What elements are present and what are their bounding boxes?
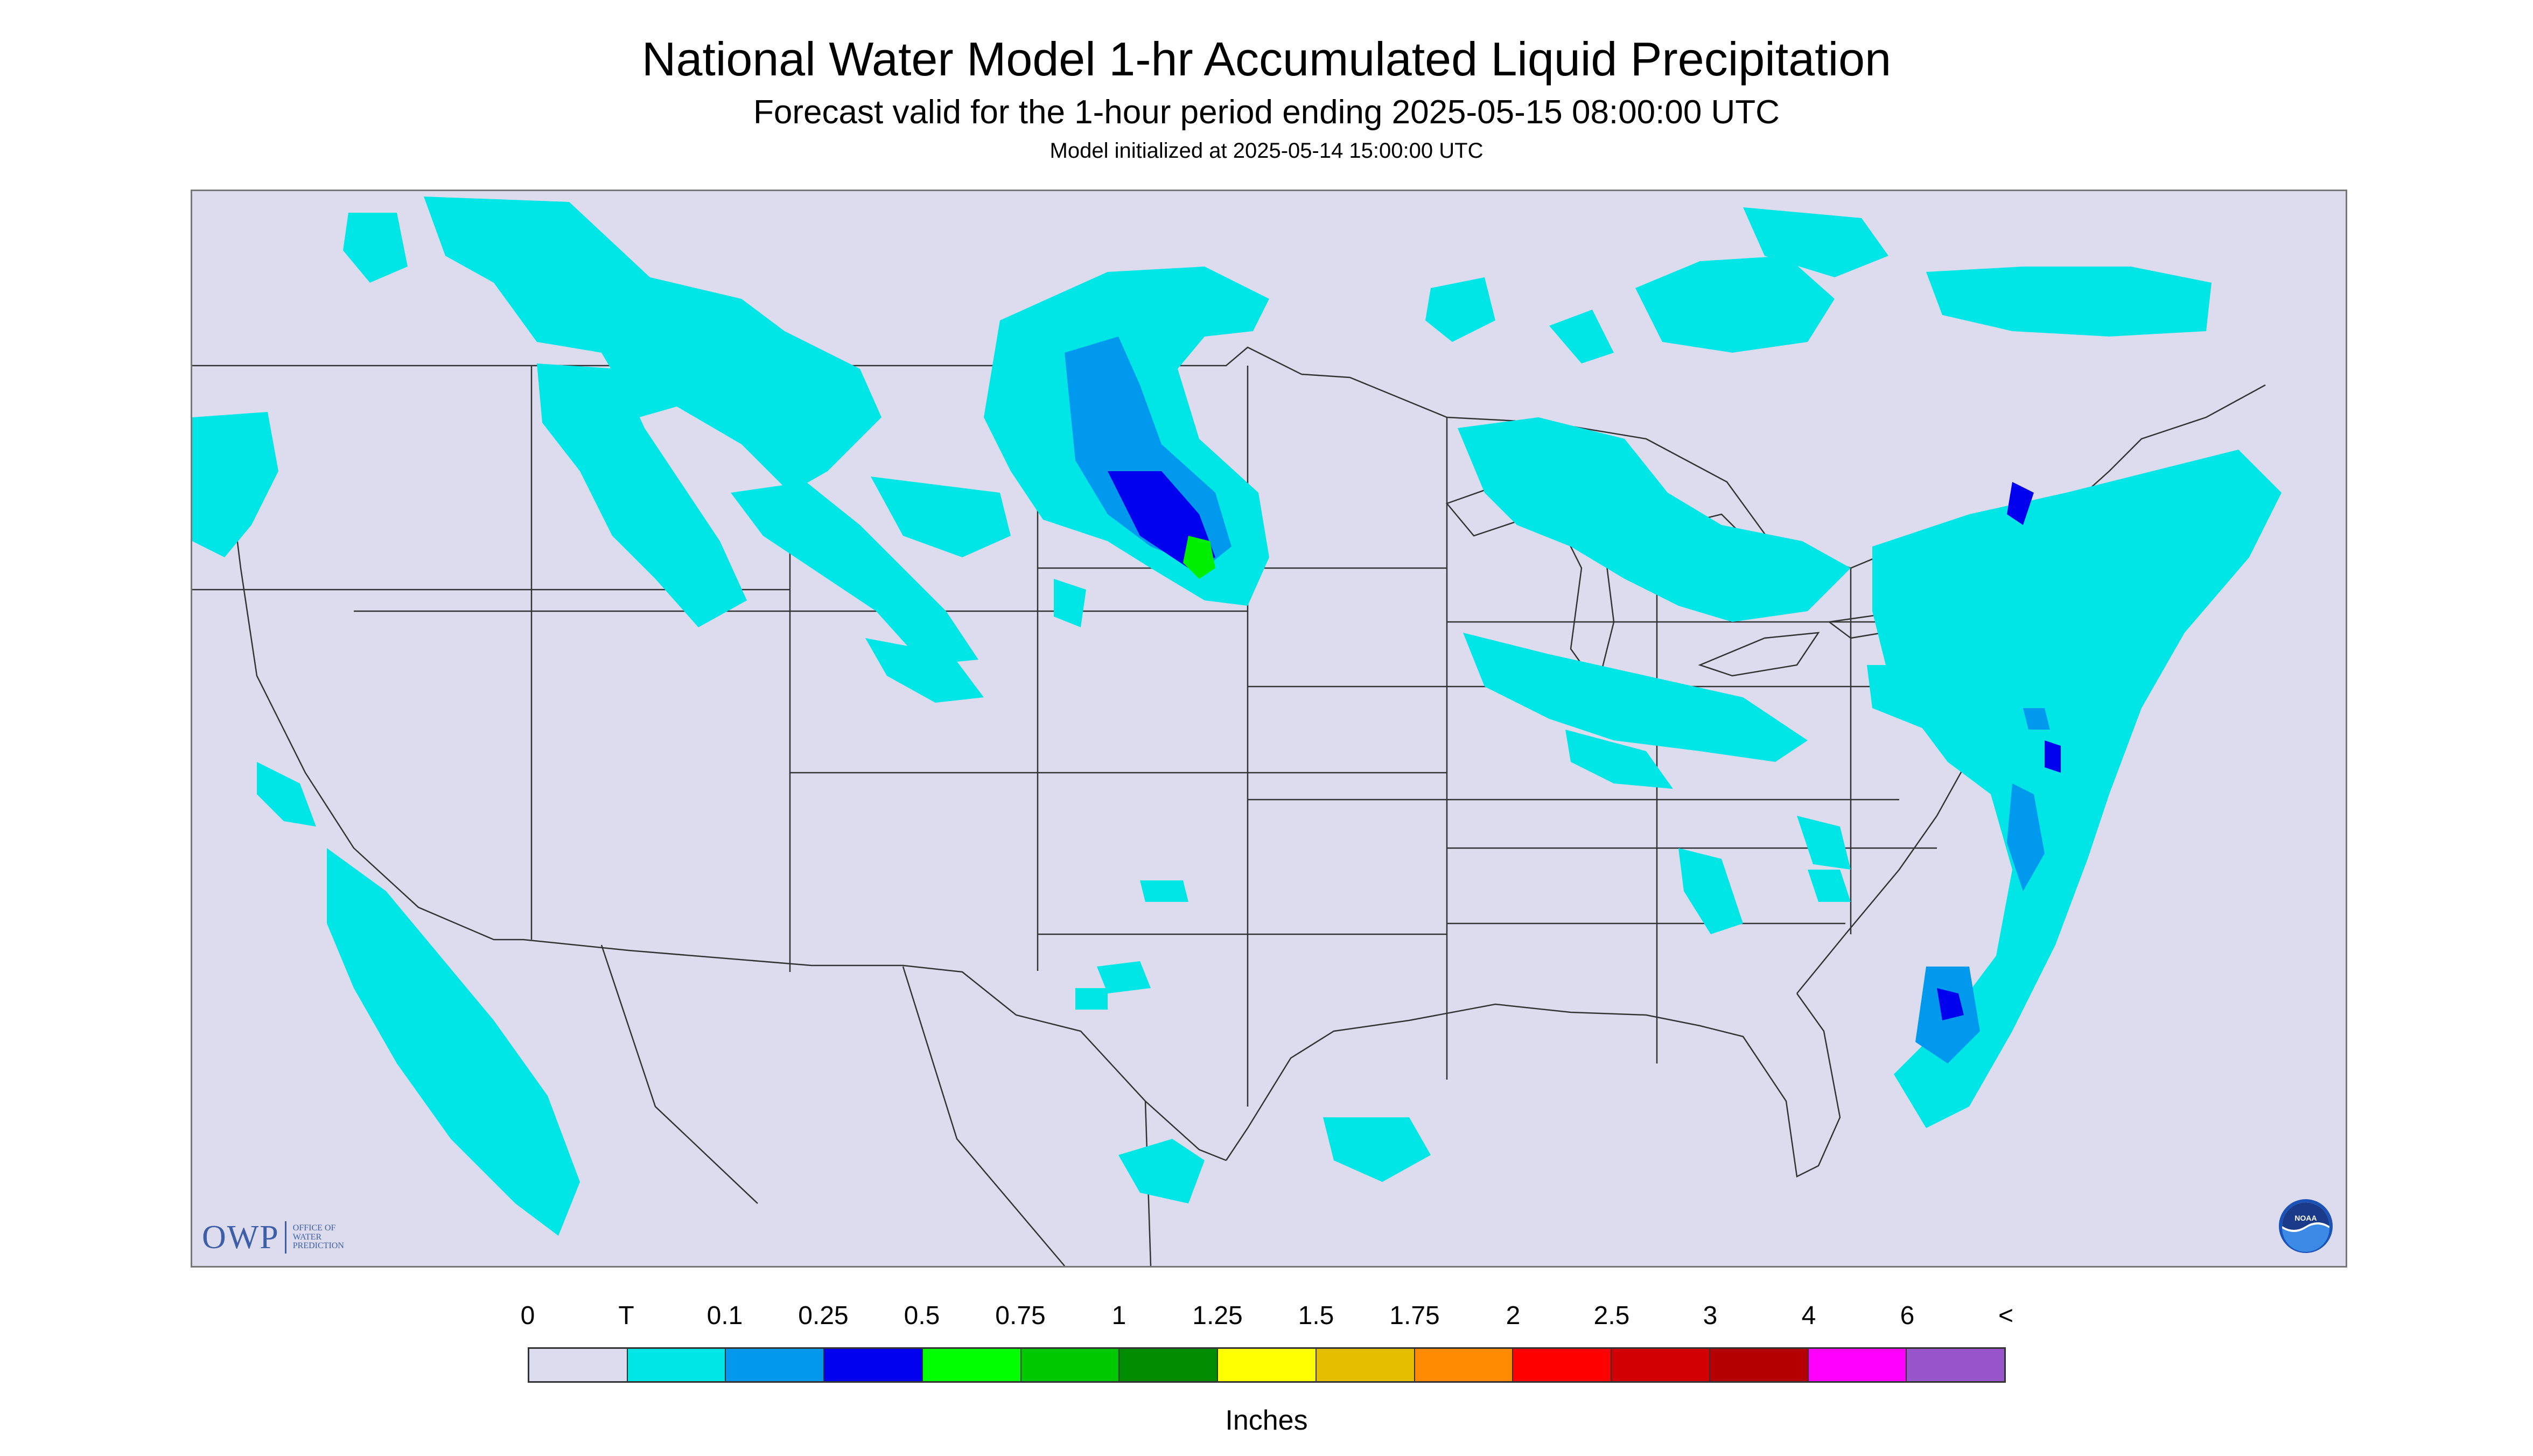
- owp-logo: OWP OFFICE OF WATER PREDICTION: [202, 1221, 344, 1254]
- owp-wordmark: OWP: [202, 1219, 279, 1256]
- owp-logo-line: PREDICTION: [292, 1241, 344, 1251]
- legend-swatch: [1021, 1349, 1120, 1381]
- legend-units: Inches: [1225, 1405, 1308, 1436]
- legend-tick-label: 3: [1703, 1301, 1718, 1330]
- legend-swatch: [1513, 1349, 1612, 1381]
- noaa-logo-text: NOAA: [2294, 1214, 2317, 1222]
- legend-swatch: [1710, 1349, 1809, 1381]
- noaa-logo: NOAA: [2279, 1199, 2333, 1253]
- legend-swatch: [824, 1349, 923, 1381]
- legend-swatch: [1119, 1349, 1219, 1381]
- legend-tick-label: 0.75: [995, 1301, 1046, 1330]
- legend-swatch: [1907, 1349, 2005, 1381]
- precipitation-map-canvas: [192, 197, 2346, 1266]
- precipitation-areas: [192, 197, 2282, 1236]
- owp-logo-line: WATER: [292, 1232, 322, 1242]
- owp-logo-divider: [284, 1221, 286, 1254]
- legend-swatch: [627, 1349, 726, 1381]
- precipitation-color-scale: [528, 1347, 2006, 1383]
- legend-swatch: [1612, 1349, 1710, 1381]
- legend-tick-label: 6: [1900, 1301, 1915, 1330]
- legend-tick-label: <: [1998, 1301, 2014, 1330]
- owp-logo-subtext: OFFICE OF WATER PREDICTION: [292, 1223, 344, 1251]
- legend-tick-label: 0.5: [904, 1301, 940, 1330]
- legend-tick-label: 0: [520, 1301, 535, 1330]
- political-boundaries: [192, 346, 2266, 1266]
- legend-swatch: [1218, 1349, 1317, 1381]
- legend-swatch: [1316, 1349, 1415, 1381]
- legend-tick-label: T: [618, 1301, 634, 1330]
- forecast-valid-subtitle: Forecast valid for the 1-hour period end…: [753, 94, 1780, 131]
- legend-tick-label: 1.25: [1192, 1301, 1243, 1330]
- legend-tick-label: 1: [1111, 1301, 1126, 1330]
- legend-swatch: [529, 1349, 628, 1381]
- legend-tick-label: 0.1: [706, 1301, 743, 1330]
- map-title: National Water Model 1-hr Accumulated Li…: [641, 32, 1892, 86]
- model-init-line: Model initialized at 2025-05-14 15:00:00…: [1049, 139, 1484, 163]
- legend-tick-label: 1.75: [1389, 1301, 1440, 1330]
- legend-tick-label: 1.5: [1298, 1301, 1334, 1330]
- legend-tick-label: 2: [1506, 1301, 1521, 1330]
- legend-tick-label: 2.5: [1593, 1301, 1630, 1330]
- precipitation-map: OWP OFFICE OF WATER PREDICTION NOAA: [191, 190, 2347, 1268]
- legend-swatch: [922, 1349, 1021, 1381]
- legend-swatch: [1415, 1349, 1514, 1381]
- owp-logo-line: OFFICE OF: [292, 1223, 336, 1233]
- legend-tick-label: 0.25: [798, 1301, 849, 1330]
- legend-swatch: [726, 1349, 825, 1381]
- legend-swatch: [1808, 1349, 1907, 1381]
- legend-tick-label: 4: [1801, 1301, 1816, 1330]
